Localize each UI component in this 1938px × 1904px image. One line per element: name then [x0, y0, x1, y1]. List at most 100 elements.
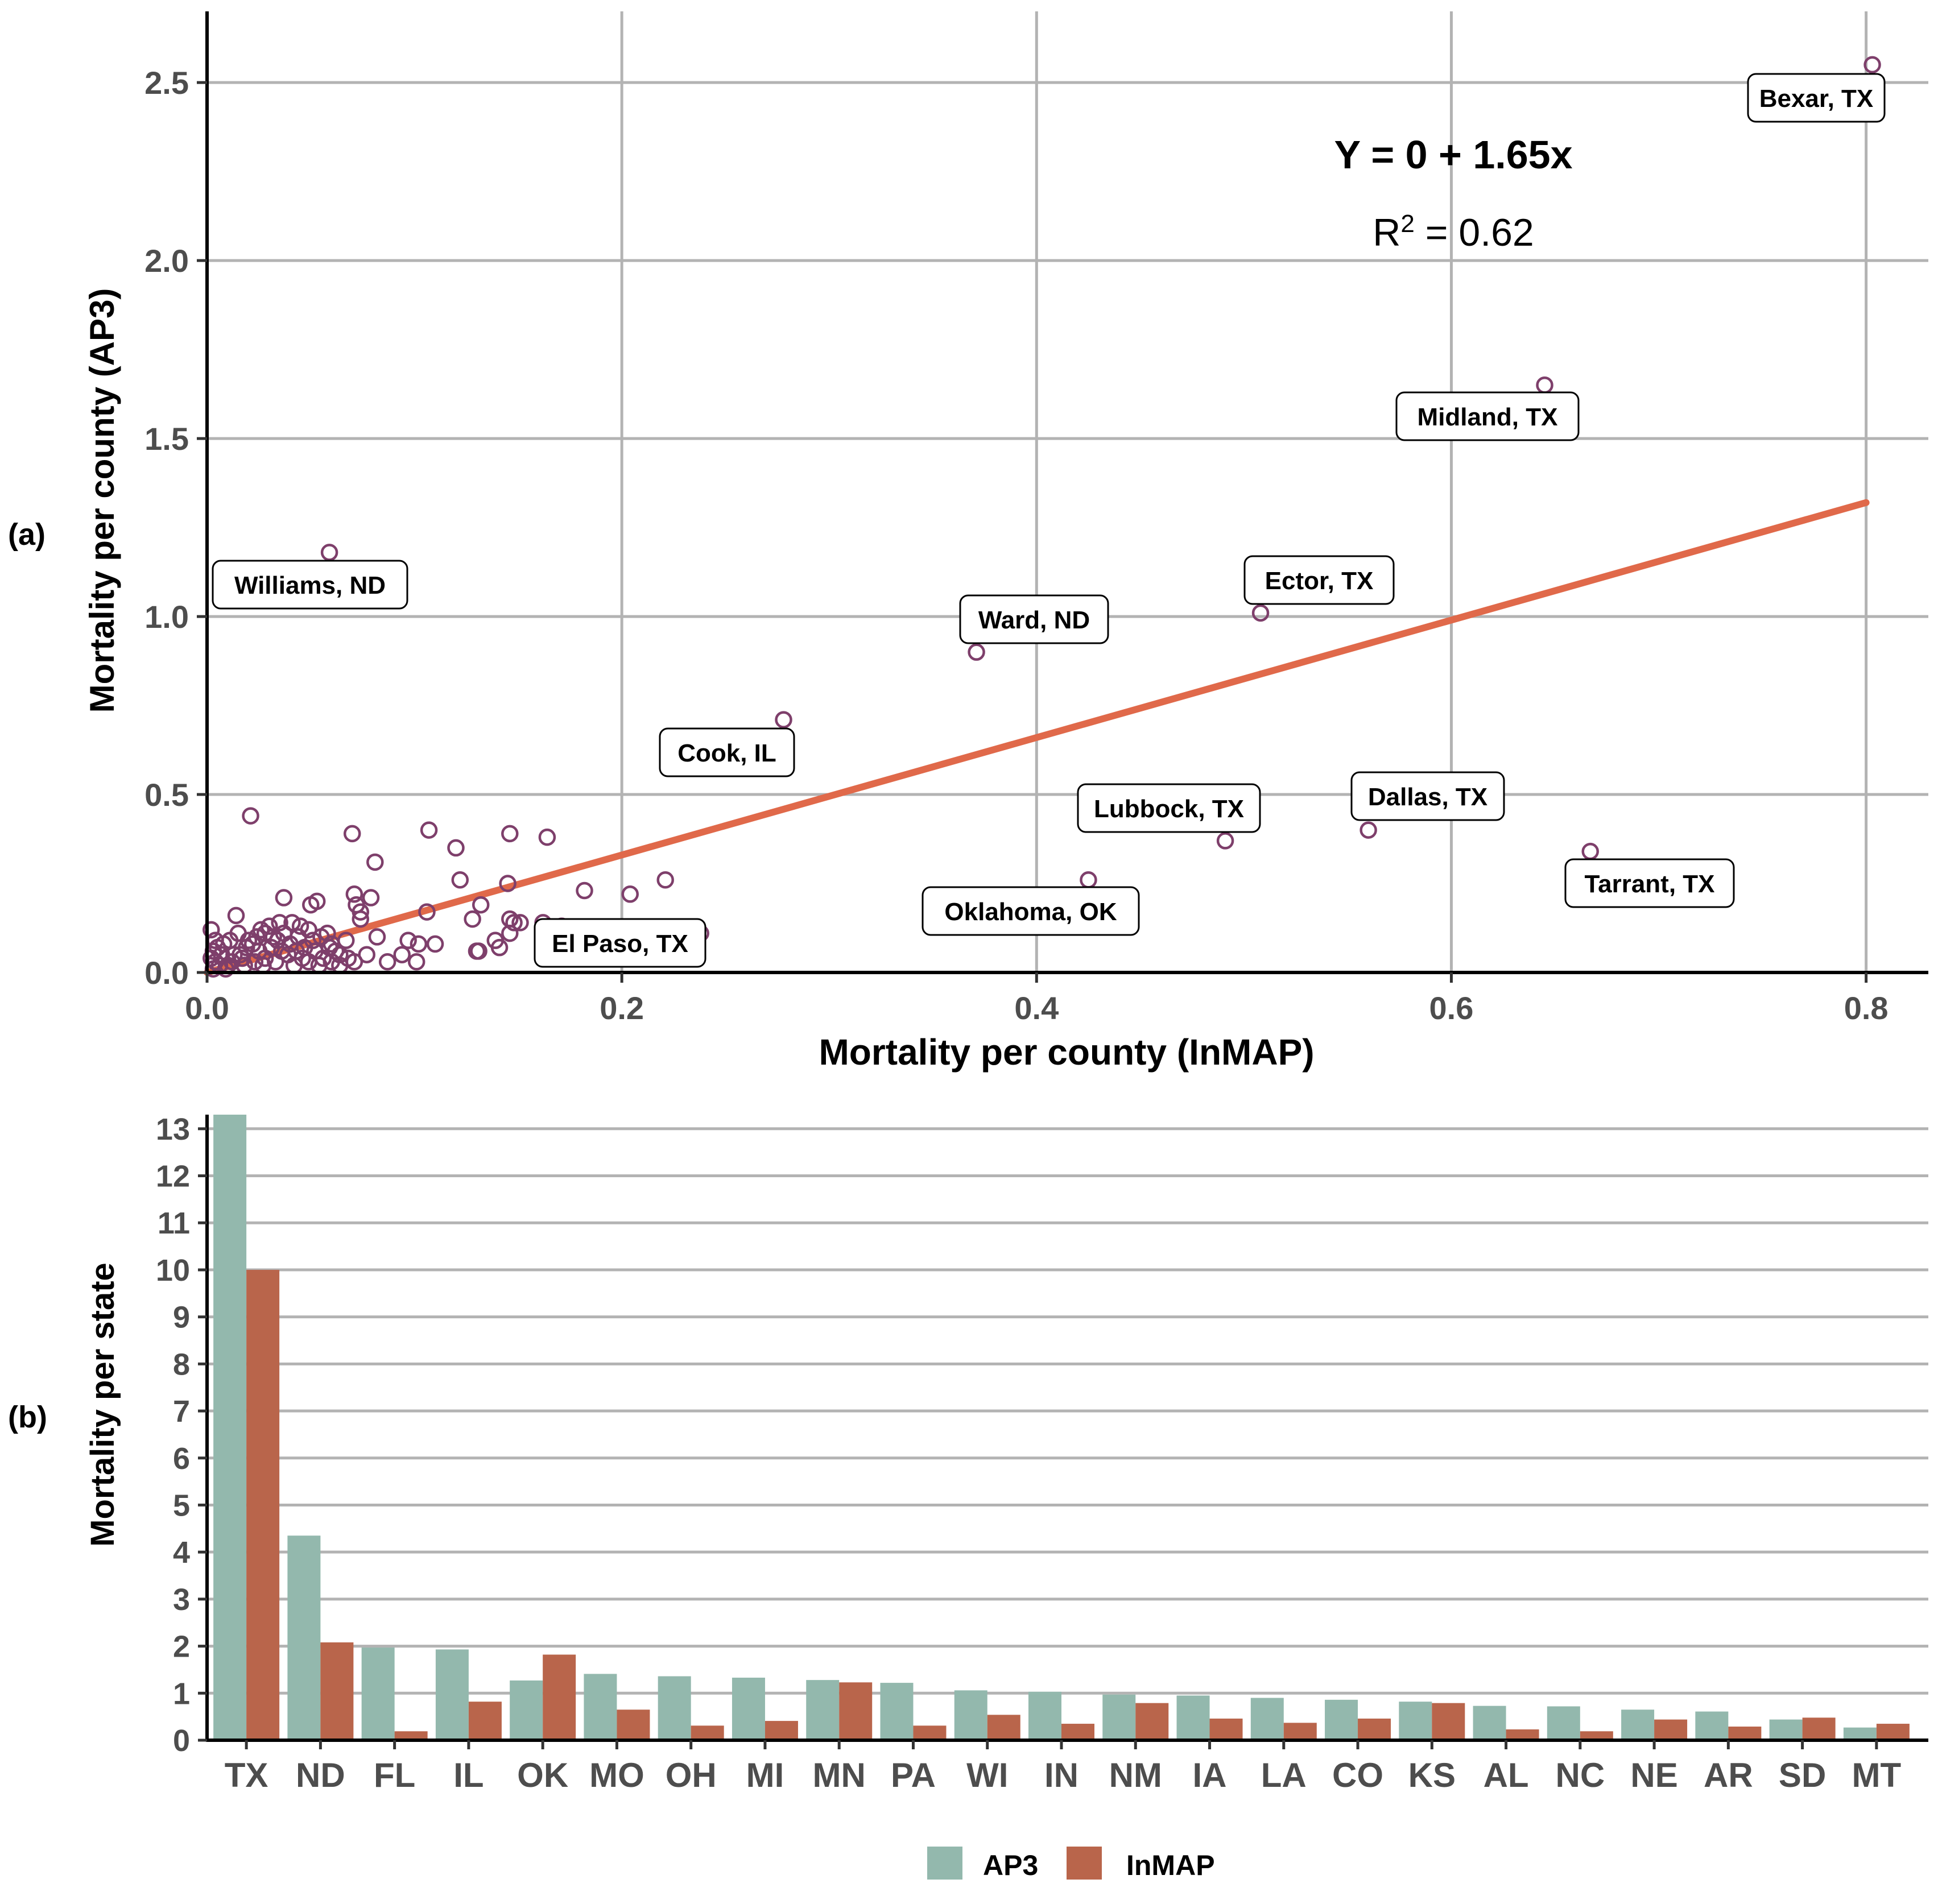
category-label-co: CO — [1332, 1756, 1383, 1794]
legend-swatch-ap3 — [927, 1847, 962, 1880]
labeled-point-4 — [968, 643, 985, 661]
bar-ap3-ia — [1176, 1695, 1210, 1740]
bar-inmap-ia — [1209, 1718, 1243, 1740]
bar-y-tick-label-0: 0 — [173, 1724, 190, 1758]
bar-ap3-nd — [287, 1535, 321, 1740]
category-label-oh: OH — [666, 1756, 717, 1794]
bar-inmap-nd — [320, 1642, 354, 1740]
callout-label-9: Oklahoma, OK — [944, 898, 1117, 926]
x-tick-label-1: 0.2 — [600, 990, 644, 1026]
callout-label-5: Cook, IL — [677, 739, 776, 767]
data-point-94 — [327, 942, 345, 960]
callout-box-3 — [1243, 555, 1395, 605]
callout-label-8: Tarrant, TX — [1584, 870, 1714, 898]
data-point-2 — [420, 821, 438, 839]
bars — [213, 1115, 1910, 1740]
data-point-18 — [275, 889, 293, 907]
bar-ap3-ne — [1621, 1710, 1655, 1740]
regression-line — [204, 499, 1870, 976]
category-label-in: IN — [1044, 1756, 1078, 1794]
bar-y-tick-label-11: 11 — [158, 1206, 190, 1240]
bar-inmap-co — [1358, 1718, 1391, 1740]
data-point-5 — [366, 853, 384, 871]
data-point-35 — [490, 938, 509, 957]
data-point-21 — [352, 910, 370, 928]
bar-ap3-in — [1028, 1691, 1061, 1740]
data-point-98 — [265, 928, 282, 946]
bar-y-tick-label-9: 9 — [173, 1301, 190, 1335]
panel-label-a: (a) — [8, 518, 46, 552]
bar-y-tick-label-7: 7 — [173, 1394, 190, 1429]
data-point-13 — [418, 903, 436, 921]
category-label-mn: MN — [813, 1756, 866, 1794]
labeled-point-3 — [1251, 604, 1270, 622]
bar-inmap-nm — [1135, 1703, 1169, 1740]
bar-ap3-la — [1250, 1698, 1284, 1740]
labeled-point-8 — [1581, 842, 1599, 860]
bar-inmap-mo — [617, 1710, 650, 1740]
bar-y-tick-label-8: 8 — [173, 1347, 190, 1381]
y-tick-label-2: 1.0 — [144, 599, 189, 635]
callout-label-0: Bexar, TX — [1759, 85, 1874, 113]
data-point-28 — [511, 914, 529, 932]
x-tick-label-0: 0.0 — [185, 990, 229, 1026]
bar-ap3-pa — [880, 1683, 914, 1740]
bar-inmap-ne — [1654, 1719, 1688, 1740]
bar-y-axis-title: Mortality per state — [84, 1263, 121, 1547]
r-squared: R2 = 0.62 — [1373, 210, 1534, 255]
data-point-4 — [538, 828, 556, 846]
bar-ap3-al — [1473, 1706, 1506, 1740]
category-label-mi: MI — [746, 1756, 784, 1794]
data-point-39 — [378, 953, 396, 971]
bar-ap3-mt — [1843, 1727, 1877, 1740]
data-point-49 — [271, 914, 288, 932]
callout-label-6: Dallas, TX — [1368, 783, 1487, 811]
callout-box-5 — [659, 727, 795, 777]
category-label-mt: MT — [1852, 1756, 1902, 1794]
callout-box-1 — [1395, 391, 1580, 441]
category-label-al: AL — [1484, 1756, 1529, 1794]
data-point-8 — [451, 871, 469, 889]
bar-y-tick-label-2: 2 — [173, 1630, 190, 1664]
callout-box-2 — [212, 560, 408, 610]
bar-inmap-mt — [1876, 1724, 1910, 1740]
labeled-point-1 — [1536, 376, 1553, 394]
data-point-51 — [256, 924, 274, 942]
bar-ap3-ks — [1399, 1702, 1432, 1740]
category-label-nd: ND — [296, 1756, 345, 1794]
bar-inmap-ok — [543, 1654, 576, 1740]
bar-inmap-wi — [987, 1715, 1020, 1740]
legend-swatch-inmap — [1067, 1847, 1102, 1880]
data-point-59 — [203, 921, 220, 939]
category-label-mo: MO — [589, 1756, 644, 1794]
category-label-tx: TX — [225, 1756, 268, 1794]
bar-inmap-ks — [1432, 1703, 1465, 1740]
data-point-7 — [656, 871, 674, 889]
panel-label-b: (b) — [8, 1400, 47, 1434]
bar-ap3-nm — [1102, 1694, 1136, 1740]
category-label-nm: NM — [1109, 1756, 1162, 1794]
category-label-pa: PA — [891, 1756, 936, 1794]
labeled-point-7 — [1216, 832, 1234, 850]
bar-y-tick-label-12: 12 — [156, 1160, 190, 1194]
callout-box-8 — [1564, 858, 1735, 908]
data-point-24 — [410, 935, 428, 953]
bar-inmap-tx — [246, 1269, 280, 1740]
data-point-20 — [352, 903, 370, 921]
labeled-point-10 — [505, 914, 523, 932]
data-point-14 — [345, 885, 363, 903]
scatter-y-axis-title: Mortality per county (AP3) — [83, 288, 121, 713]
scatter-gridlines — [207, 11, 1928, 972]
bar-y-tick-label-13: 13 — [156, 1112, 190, 1146]
bar-inmap-sd — [1802, 1717, 1836, 1740]
callout-label-3: Ector, TX — [1265, 567, 1374, 595]
data-point-96 — [239, 932, 258, 949]
bar-inmap-mi — [765, 1721, 798, 1740]
category-label-ia: IA — [1193, 1756, 1227, 1794]
callout-label-4: Ward, ND — [978, 606, 1090, 634]
bar-ap3-il — [435, 1649, 469, 1740]
data-point-99 — [272, 942, 291, 960]
data-point-37 — [407, 953, 425, 971]
